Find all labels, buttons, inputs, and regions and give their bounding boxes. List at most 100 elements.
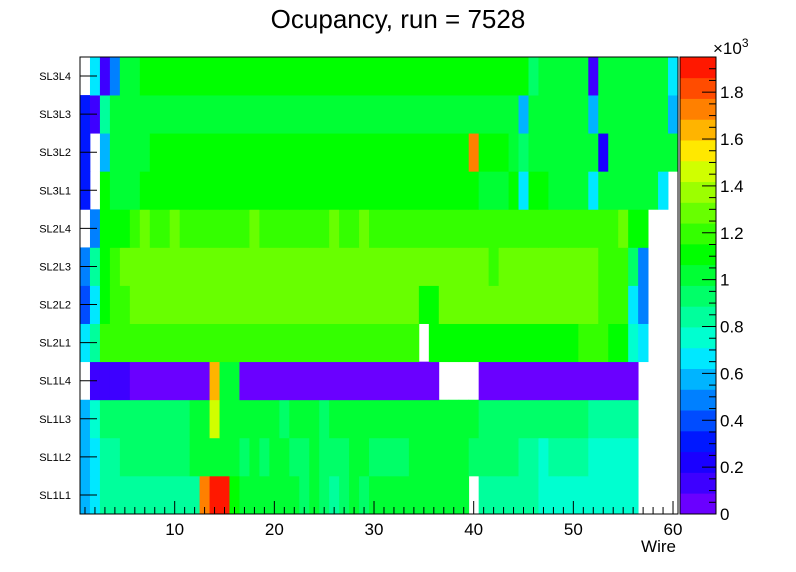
heatmap-cell	[279, 209, 290, 248]
heatmap-cell	[329, 285, 340, 324]
heatmap-cell	[179, 171, 191, 210]
heatmap-cell	[319, 209, 330, 248]
heatmap-cell	[319, 171, 330, 210]
heatmap-cell	[249, 323, 260, 363]
heatmap-cell	[339, 247, 350, 286]
heatmap-cell	[608, 209, 619, 248]
heatmap-cell	[608, 323, 619, 363]
heatmap-cell	[398, 475, 410, 515]
heatmap-cell	[299, 437, 310, 477]
heatmap-cell	[209, 95, 220, 134]
heatmap-cell	[129, 171, 141, 210]
heatmap-cell	[618, 285, 629, 324]
heatmap-cell	[448, 323, 460, 363]
heatmap-cell	[379, 57, 390, 96]
heatmap-cell	[638, 95, 649, 134]
heatmap-cell	[658, 133, 669, 172]
heatmap-cell	[468, 95, 480, 134]
heatmap-cell	[518, 95, 529, 134]
heatmap-cell	[139, 57, 151, 96]
heatmap-cell	[329, 133, 340, 172]
heatmap-cell	[309, 133, 320, 172]
heatmap-cell	[289, 57, 300, 96]
heatmap-cell	[219, 399, 230, 439]
heatmap-cell	[508, 361, 519, 401]
heatmap-cell	[578, 285, 589, 324]
heatmap-cell	[359, 323, 370, 363]
heatmap-cell	[229, 171, 240, 210]
heatmap-cell	[139, 209, 151, 248]
heatmap-cell	[448, 133, 460, 172]
heatmap-cell	[269, 95, 280, 134]
heatmap-cell	[558, 437, 569, 477]
heatmap-cell	[488, 437, 499, 477]
heatmap-cell	[329, 171, 340, 210]
color-scale-tick-label: 0	[720, 505, 729, 524]
heatmap-cell	[349, 475, 360, 515]
heatmap-cell	[209, 361, 220, 401]
heatmap-cell	[608, 95, 619, 134]
heatmap-cell	[139, 247, 151, 286]
heatmap-cell	[528, 171, 539, 210]
heatmap-cell	[528, 361, 539, 401]
heatmap-cell	[309, 171, 320, 210]
heatmap-cell	[518, 323, 529, 363]
heatmap-cell	[339, 209, 350, 248]
heatmap-cell	[129, 95, 141, 134]
heatmap-cell	[478, 361, 490, 401]
heatmap-cell	[648, 57, 659, 96]
heatmap-cell	[628, 399, 639, 439]
heatmap-cell	[259, 171, 270, 210]
heatmap-cell	[129, 209, 141, 248]
heatmap-cell	[598, 247, 609, 286]
heatmap-cell	[598, 171, 609, 210]
heatmap-cell	[359, 133, 370, 172]
heatmap-cell	[199, 247, 210, 286]
heatmap-cell	[388, 247, 400, 286]
heatmap-cell	[588, 323, 599, 363]
heatmap-cell	[309, 361, 320, 401]
heatmap-cell	[379, 437, 390, 477]
heatmap-cell	[578, 399, 589, 439]
heatmap-cell	[428, 399, 440, 439]
heatmap-cell	[99, 399, 111, 439]
heatmap-cell	[119, 95, 131, 134]
heatmap-cell	[538, 361, 549, 401]
heatmap-cell	[638, 171, 649, 210]
heatmap-cell	[538, 475, 549, 515]
heatmap-cell	[418, 171, 430, 210]
heatmap-cell	[269, 133, 280, 172]
heatmap-cell	[229, 323, 240, 363]
heatmap-cell	[199, 57, 210, 96]
heatmap-cell	[99, 133, 111, 172]
heatmap-cell	[408, 475, 420, 515]
heatmap-cell	[398, 247, 410, 286]
heatmap-cell	[438, 437, 450, 477]
heatmap-cell	[269, 399, 280, 439]
color-scale-tick-label: 0.6	[720, 364, 744, 383]
heatmap-cell	[199, 361, 210, 401]
heatmap-cell	[388, 323, 400, 363]
heatmap-cell	[398, 209, 410, 248]
heatmap-cell	[578, 437, 589, 477]
heatmap-cell	[259, 133, 270, 172]
heatmap-cell	[369, 209, 380, 248]
heatmap-cell	[388, 475, 400, 515]
heatmap-cell	[508, 399, 519, 439]
heatmap-cell	[628, 323, 639, 363]
heatmap-cell	[129, 437, 141, 477]
heatmap-cell	[428, 133, 440, 172]
heatmap-cell	[568, 361, 579, 401]
heatmap-cell	[149, 171, 161, 210]
heatmap-cell	[548, 437, 559, 477]
heatmap-cell	[99, 285, 111, 324]
heatmap-cell	[608, 475, 619, 515]
heatmap-cell	[598, 475, 609, 515]
heatmap-cell	[448, 57, 460, 96]
heatmap-cell	[329, 57, 340, 96]
heatmap-cell	[518, 133, 529, 172]
heatmap-cell	[458, 323, 470, 363]
heatmap-cell	[249, 475, 260, 515]
heatmap-cell	[129, 323, 141, 363]
heatmap-cell	[289, 323, 300, 363]
